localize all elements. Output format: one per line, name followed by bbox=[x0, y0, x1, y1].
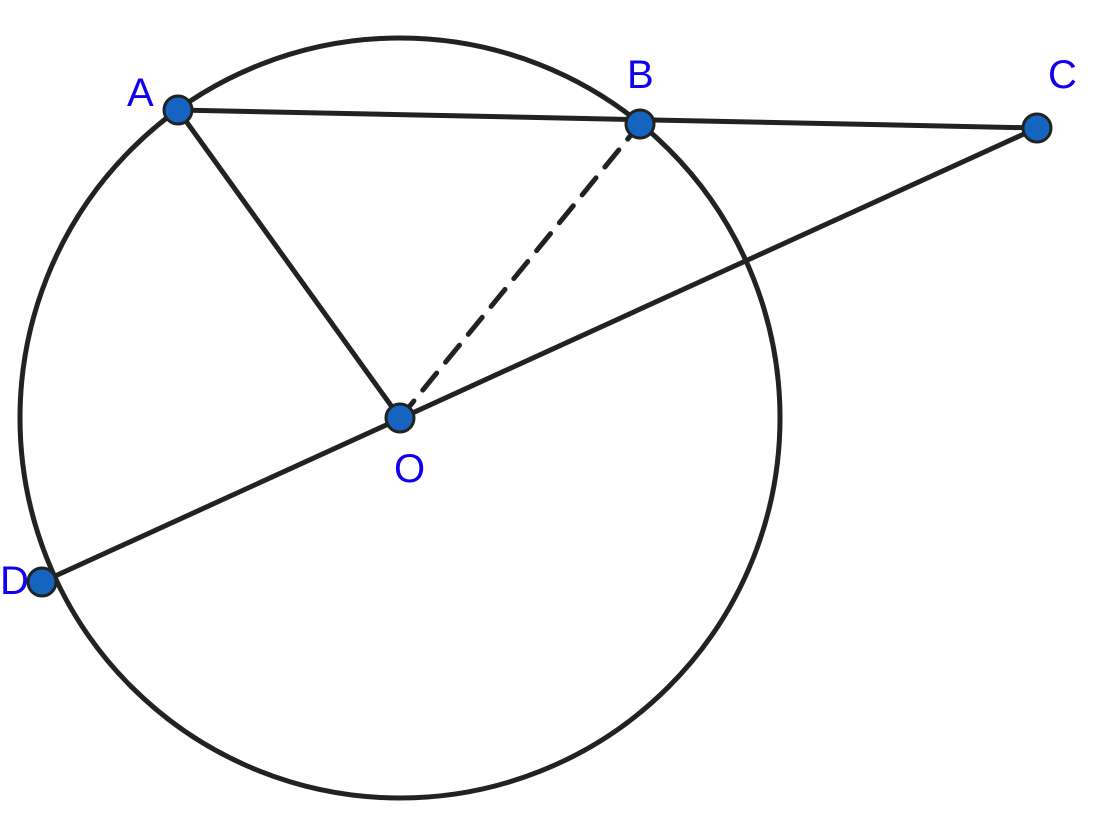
point-A bbox=[164, 96, 192, 124]
labels-layer: A B C D O bbox=[0, 53, 1077, 603]
label-B: B bbox=[627, 53, 654, 97]
segments-layer bbox=[42, 110, 1037, 582]
label-C: C bbox=[1048, 53, 1077, 97]
point-D bbox=[28, 568, 56, 596]
segment-OB bbox=[400, 124, 640, 418]
point-C bbox=[1023, 114, 1051, 142]
point-O bbox=[386, 404, 414, 432]
label-A: A bbox=[127, 71, 154, 115]
segment-DC bbox=[42, 128, 1037, 582]
label-O: O bbox=[394, 447, 425, 491]
point-B bbox=[626, 110, 654, 138]
geometry-diagram: A B C D O bbox=[0, 0, 1105, 825]
segment-AC bbox=[178, 110, 1037, 128]
label-D: D bbox=[0, 559, 29, 603]
segment-AO bbox=[178, 110, 400, 418]
